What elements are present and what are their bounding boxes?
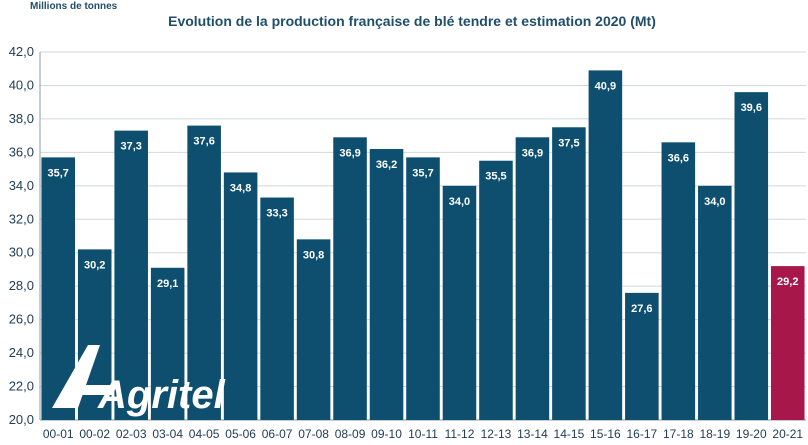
y-tick-label: 36,0 bbox=[9, 144, 34, 159]
data-label-08-09: 36,9 bbox=[339, 147, 360, 159]
agritel-logo-text: Agritel bbox=[97, 373, 226, 417]
x-tick-label: 14-15 bbox=[554, 427, 585, 441]
bar-14-15 bbox=[552, 127, 586, 420]
data-label-11-12: 34,0 bbox=[449, 196, 470, 208]
data-label-05-06: 34,8 bbox=[230, 182, 251, 194]
x-tick-label: 07-08 bbox=[298, 427, 329, 441]
x-tick-label: 12-13 bbox=[481, 427, 512, 441]
x-tick-label: 18-19 bbox=[699, 427, 730, 441]
x-axis-ticks: 00-01 00-02 02-03 03-04 04-05 05-06 06-07 07-08… bbox=[43, 427, 804, 441]
bar-02-03 bbox=[114, 130, 148, 421]
x-tick-label: 10-11 bbox=[408, 427, 438, 441]
data-label-13-14: 36,9 bbox=[522, 147, 543, 159]
bar-15-16 bbox=[588, 70, 623, 421]
y-axis-unit-label: Millions de tonnes bbox=[30, 1, 118, 12]
data-label-03-04: 29,1 bbox=[157, 278, 178, 290]
data-label-15-16: 40,9 bbox=[595, 80, 616, 92]
x-tick-label: 13-14 bbox=[517, 427, 548, 441]
bar-00-01 bbox=[41, 157, 76, 420]
data-label-14-15: 37,5 bbox=[558, 137, 579, 149]
agritel-logo: Agritel bbox=[52, 345, 226, 417]
y-tick-label: 28,0 bbox=[9, 278, 34, 293]
x-tick-label: 17-18 bbox=[663, 427, 694, 441]
x-tick-label: 20-21 bbox=[772, 427, 803, 441]
data-labels: 35,7 30,2 37,3 29,1 37,6 34,8 33,3 30,8 36,9 36,2… bbox=[48, 80, 799, 314]
y-tick-label: 30,0 bbox=[9, 245, 34, 260]
bar-20-21 bbox=[770, 266, 805, 420]
data-label-04-05: 37,6 bbox=[193, 136, 214, 148]
bar-06-07 bbox=[260, 197, 294, 420]
data-label-07-08: 30,8 bbox=[303, 249, 324, 261]
x-tick-label: 06-07 bbox=[262, 427, 293, 441]
data-label-12-13: 35,5 bbox=[485, 171, 506, 183]
bar-04-05 bbox=[187, 125, 221, 420]
data-label-10-11: 35,7 bbox=[412, 167, 433, 179]
y-tick-label: 24,0 bbox=[9, 345, 34, 360]
bar-11-12 bbox=[442, 185, 477, 420]
bar-10-11 bbox=[406, 157, 440, 420]
data-label-20-21: 29,2 bbox=[777, 276, 798, 288]
chart-title: Evolution de la production française de … bbox=[168, 13, 656, 29]
bar-07-08 bbox=[296, 239, 331, 420]
x-tick-label: 03-04 bbox=[152, 427, 183, 441]
x-tick-label: 19-20 bbox=[736, 427, 767, 441]
y-tick-label: 20,0 bbox=[9, 412, 34, 427]
data-label-00-02: 30,2 bbox=[84, 259, 105, 271]
x-tick-label: 09-10 bbox=[371, 427, 402, 441]
x-tick-label: 11-12 bbox=[445, 427, 475, 441]
x-tick-label: 08-09 bbox=[335, 427, 366, 441]
agritel-logo-icon bbox=[52, 345, 118, 408]
data-label-16-17: 27,6 bbox=[631, 303, 652, 315]
data-label-00-01: 35,7 bbox=[48, 167, 69, 179]
bar-03-04 bbox=[150, 267, 185, 420]
data-label-17-18: 36,6 bbox=[668, 152, 689, 164]
data-label-19-20: 39,6 bbox=[741, 102, 762, 114]
x-tick-label: 05-06 bbox=[225, 427, 256, 441]
x-tick-label: 00-01 bbox=[43, 427, 74, 441]
y-tick-label: 38,0 bbox=[9, 111, 34, 126]
bar-18-19 bbox=[698, 185, 732, 420]
data-label-18-19: 34,0 bbox=[704, 196, 725, 208]
bar-09-10 bbox=[369, 149, 404, 420]
y-tick-label: 26,0 bbox=[9, 312, 34, 327]
data-label-02-03: 37,3 bbox=[120, 141, 141, 153]
data-label-06-07: 33,3 bbox=[266, 208, 287, 220]
bar-05-06 bbox=[223, 172, 258, 420]
bars bbox=[41, 70, 805, 421]
y-tick-label: 32,0 bbox=[9, 211, 34, 226]
y-tick-label: 40,0 bbox=[9, 77, 34, 92]
bar-13-14 bbox=[515, 137, 550, 421]
data-label-09-10: 36,2 bbox=[376, 159, 397, 171]
bar-12-13 bbox=[479, 160, 513, 420]
x-tick-label: 04-05 bbox=[189, 427, 220, 441]
bar-08-09 bbox=[333, 137, 367, 421]
x-tick-label: 02-03 bbox=[116, 427, 147, 441]
bar-16-17 bbox=[625, 292, 659, 420]
bar-17-18 bbox=[661, 142, 696, 420]
y-axis-ticks: 20,0 22,0 24,0 26,0 28,0 30,0 32,0 34,0 36,0 38,0… bbox=[9, 44, 34, 427]
x-tick-label: 15-16 bbox=[590, 427, 621, 441]
x-tick-label: 16-17 bbox=[627, 427, 658, 441]
y-tick-label: 22,0 bbox=[9, 379, 34, 394]
y-tick-label: 34,0 bbox=[9, 178, 34, 193]
y-tick-label: 42,0 bbox=[9, 44, 34, 59]
x-tick-label: 00-02 bbox=[79, 427, 110, 441]
bar-19-20 bbox=[734, 92, 769, 421]
